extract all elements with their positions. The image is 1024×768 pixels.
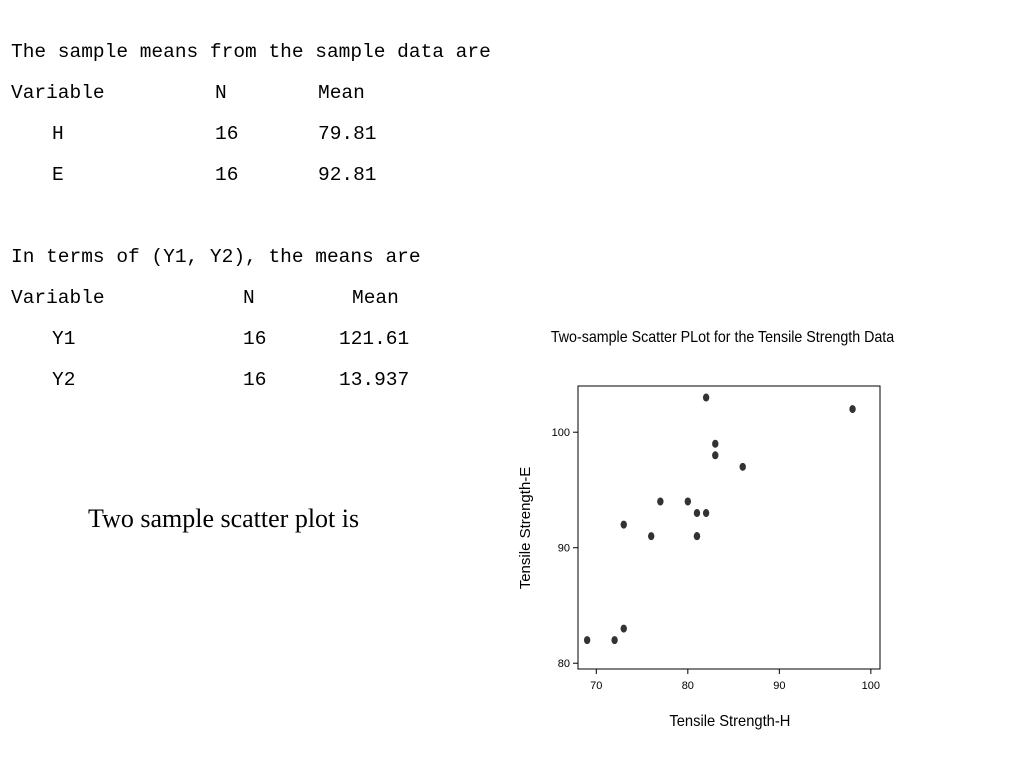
y-axis: 80 90 100 xyxy=(552,427,578,670)
section1-heading: The sample means from the sample data ar… xyxy=(11,41,491,63)
table-row-n: 16 xyxy=(215,164,239,186)
data-point xyxy=(583,636,591,645)
table-row-variable: Y1 xyxy=(52,328,76,350)
data-point xyxy=(702,509,710,518)
x-tick-label: 80 xyxy=(682,680,694,692)
section2-header-n: N xyxy=(243,287,255,309)
scatter-caption: Two sample scatter plot is xyxy=(88,504,360,533)
x-tick-label: 100 xyxy=(862,680,880,692)
data-point xyxy=(712,451,719,460)
table-row-mean: 79.81 xyxy=(318,123,377,145)
data-point xyxy=(712,439,719,448)
data-point xyxy=(620,520,627,529)
section2-header-variable: Variable xyxy=(11,287,105,309)
table-row-n: 16 xyxy=(215,123,239,145)
section2-header-mean: Mean xyxy=(352,287,399,309)
section1-header-mean: Mean xyxy=(318,82,365,104)
data-point xyxy=(739,462,746,471)
section2-heading: In terms of (Y1, Y2), the means are xyxy=(11,246,421,268)
data-point xyxy=(702,393,710,402)
data-point xyxy=(620,624,627,633)
y-axis-label: Tensile Strength-E xyxy=(517,467,534,590)
y-tick-label: 80 xyxy=(558,658,570,670)
x-axis: 70 80 90 100 xyxy=(590,669,880,692)
chart-title: Two-sample Scatter PLot for the Tensile … xyxy=(551,330,895,347)
table-row-mean: 121.61 xyxy=(339,328,410,350)
data-point xyxy=(657,497,664,506)
plot-frame xyxy=(577,385,881,670)
table-row-variable: H xyxy=(52,123,64,145)
data-point xyxy=(611,636,618,645)
data-point xyxy=(648,532,655,541)
y-tick-label: 100 xyxy=(552,427,570,439)
y-tick-label: 90 xyxy=(558,543,570,555)
data-point xyxy=(693,532,701,541)
table-row-variable: E xyxy=(52,164,64,186)
table-row-variable: Y2 xyxy=(52,369,76,391)
data-point xyxy=(684,497,692,506)
data-point xyxy=(849,405,856,414)
table-row-n: 16 xyxy=(243,328,267,350)
table-row-mean: 13.937 xyxy=(339,369,410,391)
scatter-plot: Two-sample Scatter PLot for the Tensile … xyxy=(517,330,895,731)
x-tick-label: 90 xyxy=(773,680,785,692)
data-points xyxy=(583,393,856,645)
section1-header-variable: Variable xyxy=(11,82,105,104)
data-point xyxy=(693,509,701,518)
x-axis-label: Tensile Strength-H xyxy=(669,712,790,730)
table-row-n: 16 xyxy=(243,369,267,391)
x-tick-label: 70 xyxy=(590,680,602,692)
table-row-mean: 92.81 xyxy=(318,164,377,186)
section1-header-n: N xyxy=(215,82,227,104)
